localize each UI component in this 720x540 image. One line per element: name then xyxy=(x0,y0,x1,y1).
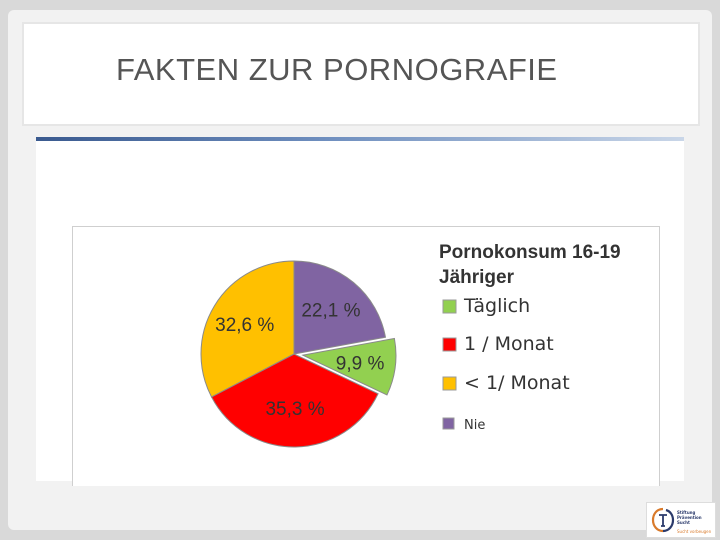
legend-swatch-1 xyxy=(442,337,457,352)
pie-slice-0 xyxy=(301,337,397,396)
legend-swatch-0 xyxy=(442,299,457,314)
pie-slice-3 xyxy=(293,260,387,355)
legend-label-1: 1 / Monat xyxy=(464,333,554,355)
legend-label-3: Nie xyxy=(464,418,485,433)
legend: Täglich 1 / Monat < 1/ Monat Nie xyxy=(442,295,570,433)
pie-slice-label-2: 32,6 % xyxy=(215,315,274,336)
pie-slice-label-0: 9,9 % xyxy=(336,354,385,375)
legend-label-2: < 1/ Monat xyxy=(464,372,570,394)
logo-mark-icon xyxy=(651,507,675,533)
legend-label-0: Täglich xyxy=(463,295,530,317)
foundation-logo: Stiftung Prävention Sucht Sucht vorbeuge… xyxy=(646,502,716,538)
title-box xyxy=(22,22,700,126)
logo-line2: Prävention xyxy=(677,515,702,520)
pie-slice-label-3: 22,1 % xyxy=(301,301,360,322)
pie-labels: 22,1 % 9,9 % 35,3 % 32,6 % xyxy=(215,301,384,420)
logo-line1: Stiftung xyxy=(677,510,696,515)
slide-title: FAKTEN ZUR PORNOGRAFIE xyxy=(116,52,558,87)
logo-tagline: Sucht vorbeugen xyxy=(677,529,712,534)
pie-slice-label-1: 35,3 % xyxy=(265,399,324,420)
pie-slices xyxy=(200,260,397,448)
pie-slice-1 xyxy=(210,353,379,448)
legend-title-line1: Pornokonsum 16-19 xyxy=(439,242,621,263)
pie-slice-2 xyxy=(200,260,295,398)
legend-title-line2: Jähriger xyxy=(439,267,515,288)
logo-line3: Sucht xyxy=(677,520,690,525)
legend-swatch-2 xyxy=(442,376,457,391)
legend-swatch-3 xyxy=(442,417,455,430)
pie-chart: 22,1 % 9,9 % 35,3 % 32,6 % Pornokonsum 16-1… xyxy=(200,242,621,448)
title-divider xyxy=(36,137,684,141)
